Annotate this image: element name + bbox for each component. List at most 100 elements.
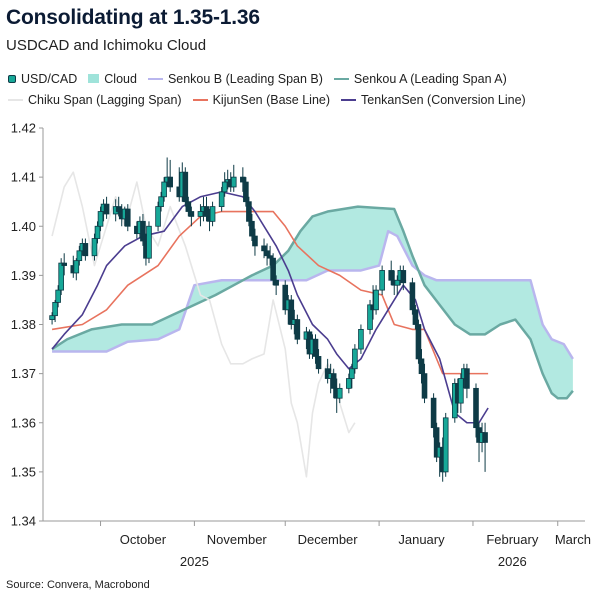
legend-item-senkou-b: Senkou B (Leading Span B)	[147, 71, 323, 86]
candle-body	[330, 373, 337, 389]
candle-body	[182, 171, 189, 203]
candle-body	[346, 378, 352, 389]
candle-body	[379, 270, 385, 291]
candle-body	[246, 201, 252, 222]
kijun-sen-line	[51, 210, 489, 375]
y-tick-label: 1.34	[11, 514, 36, 529]
line-swatch-icon	[192, 98, 208, 101]
candle-body	[388, 270, 395, 281]
candle-body	[94, 225, 101, 239]
legend-label: Chiku Span (Lagging Span)	[28, 92, 182, 107]
line-swatch-icon	[8, 98, 23, 101]
cloud-area	[52, 206, 573, 399]
candle-body	[243, 181, 249, 203]
candle-body	[482, 432, 488, 443]
candle-body	[185, 201, 192, 212]
candle-body	[394, 279, 401, 286]
candle-body	[288, 299, 295, 325]
candle-body	[315, 356, 322, 370]
legend-label: TenkanSen (Conversion Line)	[361, 92, 526, 107]
legend-label: Senkou B (Leading Span B)	[167, 71, 323, 86]
line-swatch-icon	[147, 77, 163, 80]
candle-body	[273, 279, 279, 286]
candle-body	[312, 338, 319, 357]
candle-body	[161, 181, 167, 198]
x-month-label: November	[207, 532, 268, 547]
legend-label: USD/CAD	[21, 71, 78, 86]
candle-body	[270, 257, 276, 281]
candle-body	[230, 176, 237, 188]
x-month-label: March	[555, 532, 591, 547]
candle-body	[115, 206, 122, 212]
candle-body	[91, 238, 98, 257]
candle-body	[167, 176, 173, 188]
cloud-swatch-icon	[88, 74, 100, 83]
x-month-label: October	[120, 532, 167, 547]
y-tick-label: 1.38	[11, 317, 36, 332]
candle-body	[203, 206, 210, 217]
candle-body	[209, 206, 216, 222]
line-swatch-icon	[341, 98, 357, 101]
candle-body	[252, 235, 258, 247]
candle-body	[58, 262, 64, 291]
x-month-label: January	[398, 532, 445, 547]
candle-body	[349, 368, 355, 379]
y-tick-label: 1.36	[11, 415, 36, 430]
candle-body	[336, 387, 343, 399]
candle-body	[197, 211, 204, 217]
candle-body	[240, 176, 246, 183]
candle-body	[352, 348, 358, 370]
legend-item-usdcad: USD/CAD	[8, 72, 77, 86]
x-month-label: February	[486, 532, 539, 547]
senkou-a-line	[51, 205, 574, 400]
candle-body	[473, 387, 479, 429]
y-tick-label: 1.35	[11, 464, 36, 479]
tenkan-sen-line	[51, 191, 489, 424]
candle-body	[282, 284, 289, 311]
candle-body	[409, 282, 416, 311]
candle-body	[155, 206, 161, 227]
chart-subtitle: USDCAD and Ichimoku Cloud	[6, 37, 207, 54]
candle-body	[76, 250, 83, 262]
y-tick-label: 1.42	[11, 121, 36, 136]
y-tick-label: 1.40	[11, 219, 36, 234]
source-note: Source: Convera, Macrobond	[6, 579, 150, 591]
candle-body	[103, 203, 110, 215]
legend-item-kijun: KijunSen (Base Line)	[192, 92, 331, 107]
candle-body	[430, 397, 437, 429]
candle-body	[249, 220, 255, 237]
candle-body	[267, 255, 273, 259]
candle-body	[464, 368, 470, 389]
candle-body	[458, 378, 464, 404]
candle-body	[218, 191, 225, 208]
candle-body	[400, 270, 407, 284]
candle-body	[124, 208, 131, 227]
candle-swatch-icon	[8, 74, 16, 83]
legend-item-tenkan: TenkanSen (Conversion Line)	[341, 93, 526, 107]
legend-item-chiku: Chiku Span (Lagging Span)	[8, 93, 182, 107]
candle-body	[73, 260, 80, 274]
legend-label: Senkou A (Leading Span A)	[353, 71, 507, 86]
x-month-label: December	[298, 532, 359, 547]
legend-item-senkou-a: Senkou A (Leading Span A)	[333, 71, 507, 86]
legend-label: Cloud	[104, 71, 137, 86]
legend-row-2: Chiku Span (Lagging Span) KijunSen (Base…	[8, 89, 598, 110]
candle-body	[49, 315, 55, 320]
candle-body	[373, 289, 379, 311]
chart-legend: USD/CAD Cloud Senkou B (Leading Span B) …	[8, 68, 598, 110]
candle-body	[412, 309, 419, 325]
candle-body	[294, 319, 301, 340]
candle-body	[55, 289, 61, 303]
candle-body	[442, 417, 449, 473]
candle-body	[61, 262, 67, 266]
senkou-b-line	[52, 229, 574, 360]
candle-body	[158, 196, 164, 207]
candle-body	[421, 373, 428, 399]
legend-row-1: USD/CAD Cloud Senkou B (Leading Span B) …	[8, 68, 598, 89]
candle-body	[82, 243, 89, 257]
x-year-label: 2025	[180, 554, 209, 569]
legend-label: KijunSen (Base Line)	[212, 92, 331, 107]
y-tick-label: 1.41	[11, 170, 36, 185]
candle-body	[418, 358, 425, 375]
